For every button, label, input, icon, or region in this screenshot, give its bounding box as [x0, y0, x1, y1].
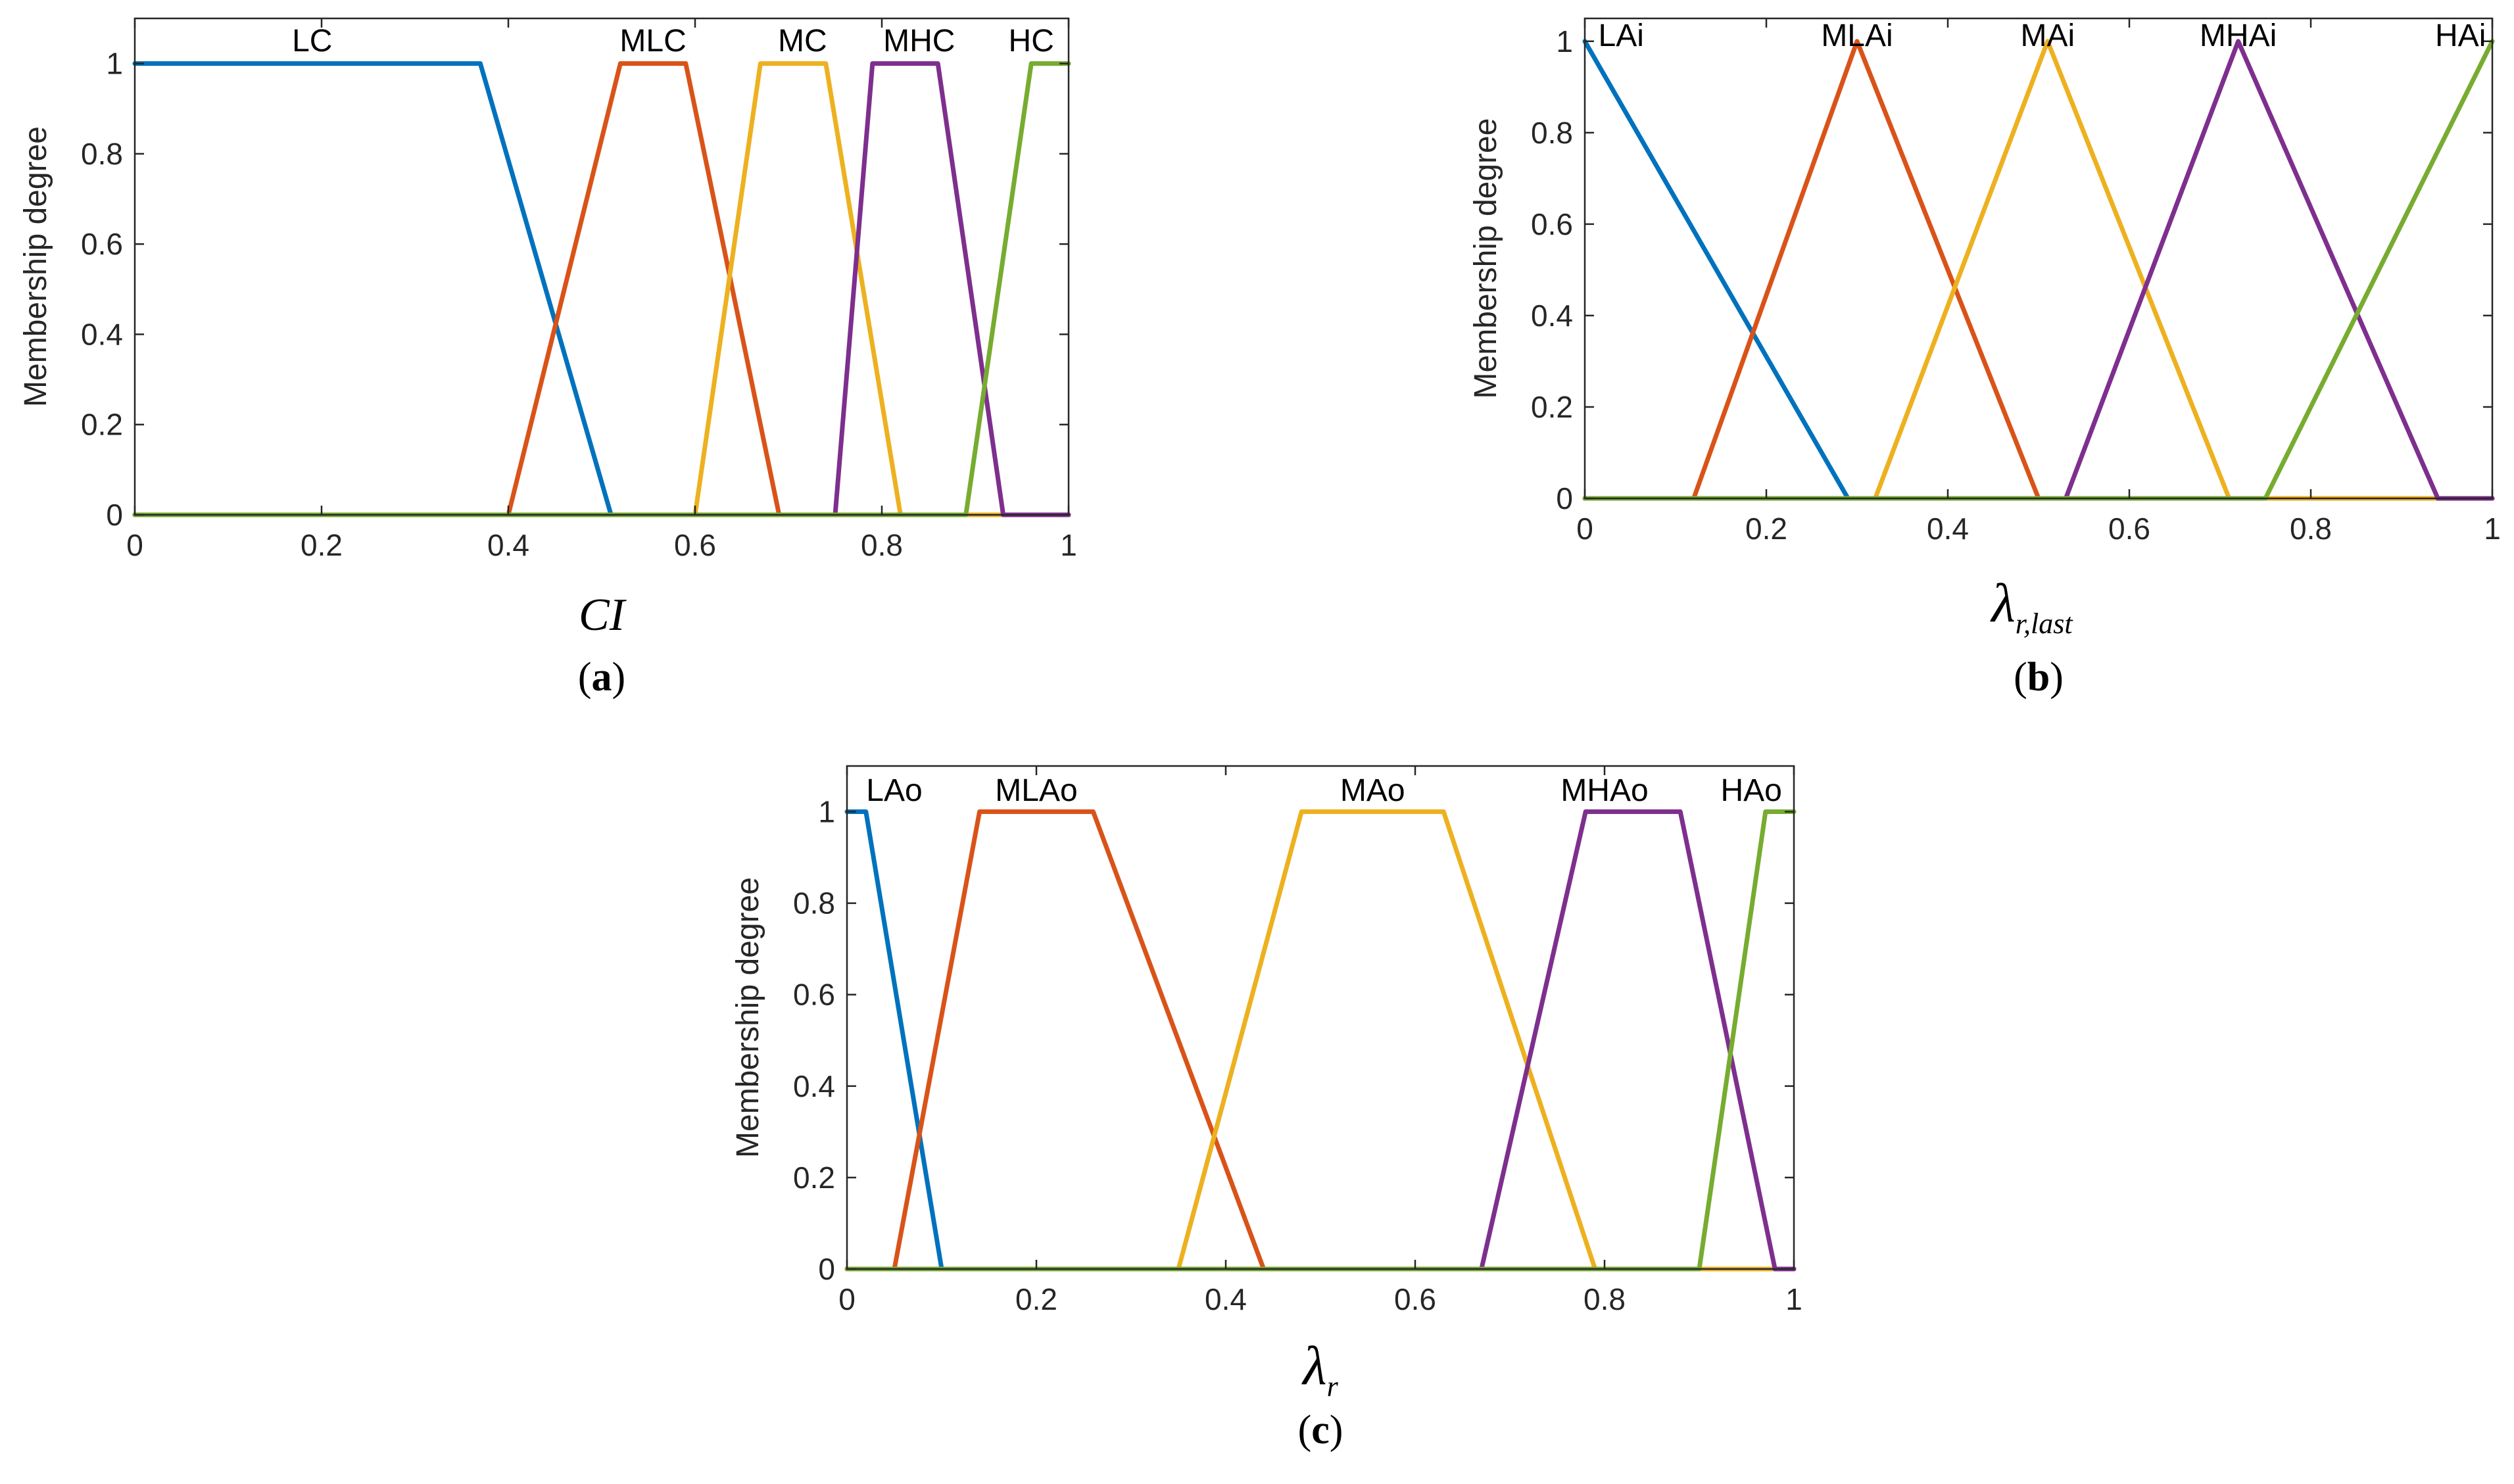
- panel-caption: (b): [2014, 655, 2064, 700]
- caption-letter: a: [592, 655, 612, 700]
- x-tick-label: 0.2: [301, 528, 343, 562]
- series-label-LC: LC: [292, 24, 332, 59]
- x-tick-label: 1: [1785, 1282, 1802, 1316]
- x-tick-label: 0: [838, 1282, 856, 1316]
- y-tick-label: 0.4: [1531, 299, 1573, 333]
- chart-panel-a: 0 0.2 0.4 0.6 0.8 1 0 0.2 0.4 0.6 0.8 1 Membership d…: [18, 17, 1077, 700]
- y-tick-label: 0.2: [81, 408, 123, 442]
- chart-panel-b: 0 0.2 0.4 0.6 0.8 1 0 0.2 0.4 0.6 0.8 1 Membership d…: [1468, 17, 2501, 700]
- y-tick-label: 0.8: [1531, 116, 1573, 150]
- x-tick-label: 0: [126, 528, 143, 562]
- y-axis-label: Membership degree: [731, 877, 765, 1158]
- x-tick-label: 0.4: [1927, 512, 1969, 546]
- series-label-MLAi: MLAi: [1821, 18, 1893, 53]
- y-tick-label: 0.8: [81, 137, 123, 171]
- caption-close-paren: ): [2050, 655, 2064, 700]
- chart-panel-c: 0 0.2 0.4 0.6 0.8 1 0 0.2 0.4 0.6 0.8 1 Membership d…: [731, 765, 1802, 1452]
- caption-close-paren: ): [1330, 1408, 1343, 1452]
- x-tick-label: 0.8: [1583, 1282, 1626, 1316]
- series-line-LAi: [1582, 39, 2495, 501]
- x-tick-label: 0.8: [861, 528, 903, 562]
- x-tick-label: 0.6: [674, 528, 716, 562]
- x-tick-label: 0.2: [1015, 1282, 1057, 1316]
- series-label-HAi: HAi: [2435, 18, 2486, 53]
- caption-open-paren: (: [2014, 655, 2027, 700]
- x-axis-label-subscript: r,last: [2016, 608, 2074, 640]
- y-tick-label: 1: [818, 795, 835, 829]
- y-tick-label: 0.6: [81, 227, 123, 261]
- x-tick-label: 1: [1060, 528, 1077, 562]
- series-line-MAi: [1582, 39, 2495, 501]
- x-axis-label-subscript: r: [1327, 1370, 1339, 1402]
- caption-close-paren: ): [612, 655, 626, 700]
- series-label-MAo: MAo: [1340, 773, 1405, 808]
- x-axis-label-main: λ: [1989, 573, 2015, 634]
- series-label-LAi: LAi: [1599, 18, 1644, 53]
- series-line-MLAo: [844, 809, 1797, 1272]
- x-axis-label: λr: [1301, 1335, 1338, 1402]
- x-tick-label: 0.6: [1394, 1282, 1436, 1316]
- x-tick-label: 0.4: [487, 528, 529, 562]
- y-tick-label: 0: [106, 498, 123, 532]
- x-tick-label: 0.6: [2108, 512, 2150, 546]
- series-line-LAo: [844, 809, 1797, 1272]
- x-axis-label: CI: [579, 590, 627, 640]
- y-tick-label: 0.4: [81, 317, 123, 351]
- caption-open-paren: (: [578, 655, 592, 700]
- series-line-MHAo: [844, 809, 1797, 1272]
- y-axis-label: Membership degree: [1468, 118, 1503, 399]
- series-label-MLAo: MLAo: [995, 773, 1077, 808]
- series-label-HAo: HAo: [1721, 773, 1782, 808]
- series-label-HC: HC: [1009, 24, 1054, 59]
- series-label-MLC: MLC: [619, 24, 686, 59]
- x-axis-label-main: λ: [1301, 1335, 1326, 1397]
- series-label-MHAo: MHAo: [1560, 773, 1648, 808]
- y-tick-label: 0.2: [793, 1161, 835, 1195]
- series-line-MLAi: [1582, 39, 2495, 501]
- series-label-LAo: LAo: [866, 773, 922, 808]
- panel-caption: (a): [578, 655, 625, 700]
- series-label-MHAi: MHAi: [2200, 18, 2277, 53]
- panel-caption: (c): [1298, 1408, 1343, 1452]
- y-tick-label: 0: [1556, 481, 1573, 515]
- y-axis-label: Membership degree: [18, 126, 53, 407]
- caption-open-paren: (: [1298, 1408, 1312, 1452]
- series-line-MLC: [132, 61, 1071, 517]
- y-tick-label: 0: [818, 1252, 835, 1286]
- series-label-MC: MC: [778, 24, 827, 59]
- caption-letter: c: [1311, 1408, 1330, 1452]
- x-tick-label: 1: [2484, 512, 2501, 546]
- x-tick-label: 0: [1576, 512, 1593, 546]
- series-label-MHC: MHC: [883, 24, 955, 59]
- x-tick-label: 0.4: [1205, 1282, 1247, 1316]
- x-tick-label: 0.2: [1745, 512, 1787, 546]
- y-tick-label: 1: [1556, 24, 1573, 59]
- y-tick-label: 0.8: [793, 886, 835, 921]
- y-tick-label: 0.6: [793, 978, 835, 1012]
- series-label-MAi: MAi: [2020, 18, 2075, 53]
- x-tick-label: 0.8: [2290, 512, 2332, 546]
- y-tick-label: 1: [106, 47, 123, 81]
- axes-frame: [846, 765, 1795, 1270]
- y-tick-label: 0.4: [793, 1069, 835, 1103]
- y-tick-label: 0.2: [1531, 390, 1573, 424]
- axes-frame: [1583, 17, 2494, 500]
- x-axis-label: λr,last: [1989, 573, 2073, 640]
- series-line-MHAi: [1582, 39, 2495, 501]
- series-line-HAi: [1582, 39, 2495, 501]
- series-line-MAo: [844, 809, 1797, 1272]
- caption-letter: b: [2027, 655, 2050, 700]
- x-axis-label-main: CI: [579, 590, 627, 640]
- axes-frame: [133, 17, 1070, 516]
- y-tick-label: 0.6: [1531, 207, 1573, 241]
- series-line-HAo: [844, 809, 1797, 1272]
